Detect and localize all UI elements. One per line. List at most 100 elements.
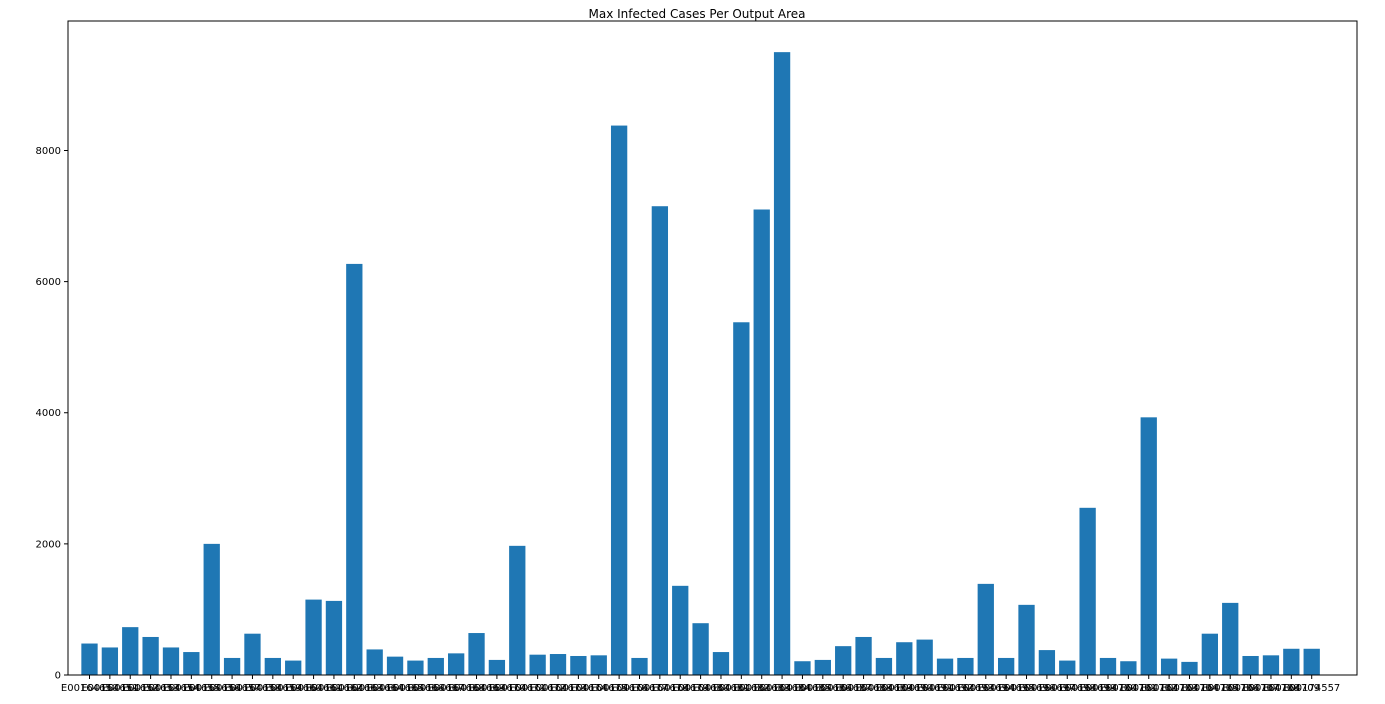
y-tick-label: 6000 xyxy=(36,277,61,288)
x-tick-label: E00164654 xyxy=(142,683,199,694)
bar-E00164672 xyxy=(529,654,546,675)
x-tick-label: E00164699 xyxy=(1059,683,1116,694)
bar-E00164709 xyxy=(1283,648,1300,675)
x-tick-label: E00164686 xyxy=(794,683,851,694)
bar-E00164687 xyxy=(835,646,852,675)
x-tick-label: E00164688 xyxy=(835,683,892,694)
x-axis: E00164650E00164651E00164652E00164653E001… xyxy=(61,675,1340,694)
x-tick-label: E00164700 xyxy=(1079,683,1136,694)
bar-E00164703 xyxy=(1160,658,1178,675)
bar-E00174557 xyxy=(1303,648,1320,675)
bar-E00164681 xyxy=(712,652,730,675)
x-tick-label: E00164671 xyxy=(489,683,546,694)
x-tick-label: E00164685 xyxy=(774,683,831,694)
y-tick-label: 2000 xyxy=(36,539,61,550)
x-tick-label: E00164704 xyxy=(1161,683,1218,694)
bar-E00164667 xyxy=(427,657,444,675)
x-tick-label: E00164655 xyxy=(163,683,220,694)
x-tick-label: E00164664 xyxy=(346,683,403,694)
x-tick-label: E00164681 xyxy=(692,683,749,694)
bar-E00164682 xyxy=(733,322,750,675)
bar-E00164657 xyxy=(223,657,241,675)
x-tick-label: E00164695 xyxy=(978,683,1035,694)
bar-E00164700 xyxy=(1099,657,1117,675)
bar-E00164706 xyxy=(1222,602,1239,675)
x-tick-label: E00164691 xyxy=(896,683,953,694)
x-tick-label: E00164651 xyxy=(81,683,138,694)
bar-E00164650 xyxy=(81,643,98,675)
x-tick-label: E00164653 xyxy=(122,683,179,694)
bar-E00164663 xyxy=(346,263,363,675)
bar-E00164654 xyxy=(162,647,180,675)
y-tick-label: 8000 xyxy=(36,146,61,157)
x-tick-label: E00164706 xyxy=(1202,683,1259,694)
x-tick-label: E00164657 xyxy=(203,683,260,694)
x-tick-label: E00164684 xyxy=(753,683,810,694)
x-tick-label: E00164683 xyxy=(733,683,790,694)
x-tick-label: E00164652 xyxy=(102,683,159,694)
bar-E00164674 xyxy=(570,655,587,675)
bar-E00164685 xyxy=(794,661,811,675)
x-tick-label: E00164703 xyxy=(1141,683,1198,694)
x-tick-label: E00164687 xyxy=(815,683,872,694)
bar-E00164666 xyxy=(407,660,424,675)
bar-E00164702 xyxy=(1140,417,1157,675)
bar-E00164651 xyxy=(101,647,119,675)
x-tick-label: E00164662 xyxy=(305,683,362,694)
bar-E00164686 xyxy=(814,659,831,675)
bar-E00164693 xyxy=(957,657,974,675)
y-tick-label: 0 xyxy=(55,671,61,682)
x-tick-label: E00164690 xyxy=(876,683,933,694)
x-tick-label: E00164677 xyxy=(611,683,668,694)
bar-E00164662 xyxy=(325,600,343,675)
x-tick-label: E00164661 xyxy=(285,683,342,694)
bar-E00164678 xyxy=(651,206,669,675)
bar-E00164661 xyxy=(305,599,322,675)
x-tick-label: E00164680 xyxy=(672,683,729,694)
bar-E00164670 xyxy=(488,659,506,675)
x-tick-label: E00164697 xyxy=(1018,683,1075,694)
bar-E00164701 xyxy=(1120,661,1137,675)
bar-E00164699 xyxy=(1079,507,1096,675)
bar-E00164698 xyxy=(1059,660,1076,675)
bar-E00164660 xyxy=(285,660,302,675)
bar-E00164694 xyxy=(977,583,994,675)
x-tick-label: E00164698 xyxy=(1039,683,1096,694)
x-tick-label: E00164675 xyxy=(570,683,627,694)
bar-E00164653 xyxy=(142,636,159,675)
x-tick-label: E00164673 xyxy=(529,683,586,694)
bar-E00164676 xyxy=(610,125,628,675)
x-tick-label: E00164676 xyxy=(591,683,648,694)
x-tick-label: E00164709 xyxy=(1263,683,1320,694)
bar-E00164677 xyxy=(631,657,648,675)
bar-E00164689 xyxy=(875,657,893,675)
bar-E00164658 xyxy=(244,633,261,675)
bar-E00164688 xyxy=(855,636,872,675)
x-tick-label: E00164678 xyxy=(631,683,688,694)
bar-E00164683 xyxy=(753,209,770,675)
y-tick-label: 4000 xyxy=(36,408,61,419)
bar-E00164673 xyxy=(549,654,567,675)
x-tick-label: E00164682 xyxy=(713,683,770,694)
x-tick-label: E00164670 xyxy=(468,683,525,694)
bar-E00164684 xyxy=(773,52,791,675)
x-tick-label: E00164679 xyxy=(652,683,709,694)
bar-E00164697 xyxy=(1038,650,1056,675)
x-tick-label: E00164666 xyxy=(387,683,444,694)
x-tick-label: E00164650 xyxy=(61,683,118,694)
bar-E00164692 xyxy=(936,658,954,675)
bar-E00164695 xyxy=(998,657,1015,675)
x-tick-label: E00164701 xyxy=(1100,683,1157,694)
chart-title: Max Infected Cases Per Output Area xyxy=(589,7,806,21)
bars-layer xyxy=(81,52,1320,675)
x-tick-label: E00164707 xyxy=(1222,683,1279,694)
x-tick-label: E00164672 xyxy=(509,683,566,694)
x-tick-label: E00164667 xyxy=(407,683,464,694)
x-tick-label: E00164658 xyxy=(224,683,281,694)
x-tick-label: E00164674 xyxy=(550,683,607,694)
bar-E00164679 xyxy=(672,585,689,675)
bar-E00164664 xyxy=(366,649,383,675)
x-tick-label: E00164659 xyxy=(244,683,301,694)
x-tick-label: E00164656 xyxy=(183,683,240,694)
